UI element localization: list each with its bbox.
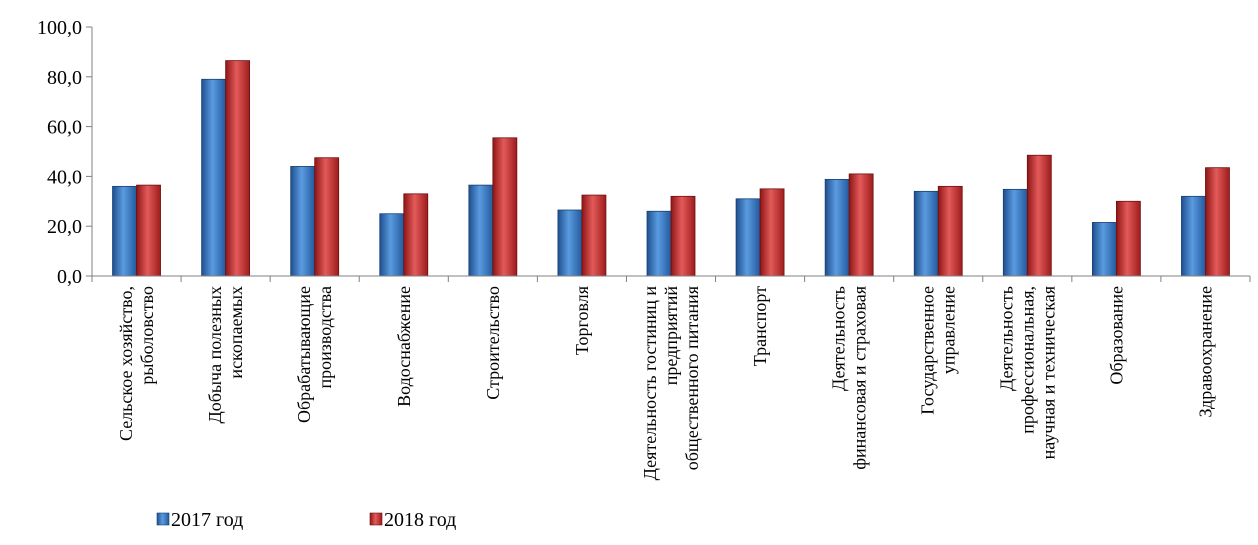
bar-2017: [646, 210, 672, 277]
x-tick-label-line: Обрабатывающие: [294, 286, 314, 423]
legend-item-2017: 2017 год: [156, 509, 243, 531]
x-tick-label: Деятельность финансовая и страховая: [829, 286, 870, 470]
x-tick-label-line: Строительство: [483, 286, 503, 400]
bar-2017: [1091, 222, 1117, 277]
x-tick-label: Торговля: [572, 286, 592, 355]
bar-2018: [759, 188, 785, 277]
legend-label: 2017 год: [171, 509, 243, 531]
x-tick-label: Деятельность гостиниц и предприятий общест…: [640, 286, 702, 481]
bar-2018: [937, 185, 963, 277]
x-tick-label-line: производства: [315, 286, 335, 389]
x-tick-label: Добыча полезных ископаемых: [205, 286, 246, 424]
x-tick-label-line: общественного питания: [682, 286, 702, 470]
bar-2017: [824, 178, 850, 277]
x-tick-label: Деятельность профессиональная, научная и т…: [996, 286, 1058, 459]
x-tick-label-line: управление: [939, 286, 959, 374]
y-tick-label: 40,0: [47, 166, 82, 188]
x-tick-label-line: Деятельность: [829, 286, 849, 391]
bar-2017: [379, 213, 405, 277]
plot-area: 0,0 20,0 40,0 60,0 80,0 100,0 Сельское хозяйст…: [37, 17, 1251, 481]
x-tick-label-line: Здравоохранение: [1195, 286, 1215, 418]
bar-2018: [581, 194, 607, 277]
x-tick-label-line: ископаемых: [226, 286, 246, 379]
bar-2017: [557, 209, 583, 277]
x-tick-label-line: Деятельность: [996, 286, 1016, 391]
y-tick-label: 20,0: [47, 216, 82, 238]
x-tick-label-line: Торговля: [572, 286, 592, 355]
bar-2018: [1115, 200, 1141, 277]
legend-label: 2018 год: [384, 509, 456, 531]
x-tick-label-line: Транспорт: [750, 286, 770, 366]
bar-2018: [492, 137, 518, 277]
x-tick-label-line: Государственное: [918, 286, 938, 415]
x-tick-label-line: Деятельность гостиниц и: [640, 286, 660, 481]
y-tick-label: 60,0: [47, 117, 82, 139]
x-tick-label-line: Образование: [1106, 286, 1126, 385]
x-tick-label: Водоснабжение: [394, 286, 414, 407]
y-tick-label: 100,0: [37, 17, 82, 39]
bar-2017: [1002, 188, 1028, 277]
x-tick-label-line: научная и техническая: [1038, 286, 1058, 459]
x-tick-label: Государственное управление: [918, 286, 959, 415]
bar-2017: [112, 185, 137, 277]
bar-2018: [1026, 154, 1052, 277]
x-tick-label-line: Водоснабжение: [394, 286, 414, 407]
bar-2018: [848, 173, 874, 277]
bar-2017: [468, 184, 494, 277]
y-tick-label: 80,0: [47, 67, 82, 89]
bar-2018: [1205, 167, 1230, 277]
legend-item-2018: 2018 год: [369, 509, 456, 531]
y-tick-label: 0,0: [57, 266, 82, 288]
x-tick-label: Образование: [1106, 286, 1126, 385]
x-tick-label: Сельское хозяйство, рыболовство: [116, 286, 157, 441]
x-tick-label-line: финансовая и страховая: [850, 286, 870, 470]
bar-2017: [290, 166, 316, 277]
x-tick-label: Здравоохранение: [1195, 286, 1215, 418]
bar-2017: [735, 198, 761, 277]
bar-2018: [136, 184, 161, 277]
x-tick-label: Обрабатывающие производства: [294, 286, 335, 423]
bar-2017: [1181, 195, 1206, 277]
bar-2018: [403, 193, 429, 277]
x-tick-label: Строительство: [483, 286, 503, 400]
x-tick-label-line: Сельское хозяйство,: [116, 286, 136, 441]
x-tick-label-line: предприятий: [661, 286, 681, 386]
legend: 2017 год 2018 год: [156, 509, 456, 531]
bar-2017: [201, 78, 227, 277]
x-tick-label-line: профессиональная,: [1017, 286, 1037, 434]
bar-2017: [913, 190, 939, 277]
bar-2018: [314, 157, 340, 277]
x-tick-label: Транспорт: [750, 286, 770, 366]
legend-swatch: [369, 512, 383, 526]
x-tick-label-line: рыболовство: [137, 286, 157, 385]
bar-2018: [670, 195, 696, 277]
bar-2018: [225, 60, 251, 277]
x-tick-label-line: Добыча полезных: [205, 286, 225, 424]
legend-swatch: [156, 512, 170, 526]
